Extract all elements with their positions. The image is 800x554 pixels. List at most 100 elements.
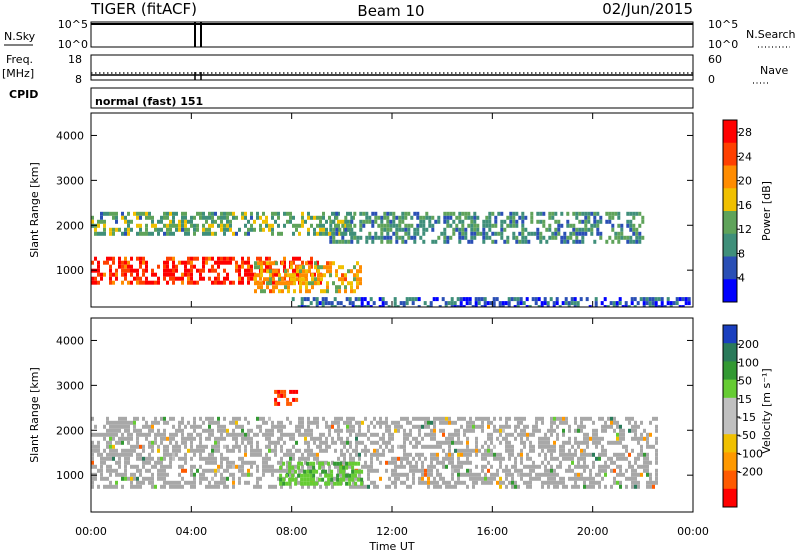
data-cell <box>133 424 136 429</box>
data-cell <box>337 428 340 433</box>
data-cell <box>124 472 127 477</box>
data-cell <box>169 464 172 469</box>
x-tick-label: 16:00 <box>476 525 508 538</box>
data-cell <box>488 227 492 232</box>
data-cell <box>332 239 336 244</box>
data-cell <box>430 468 433 473</box>
data-cell <box>622 436 625 441</box>
data-cell <box>466 468 469 473</box>
data-cell <box>127 268 130 273</box>
data-cell <box>199 215 202 220</box>
data-cell <box>289 452 292 457</box>
data-cell <box>160 456 163 461</box>
data-cell <box>521 227 525 232</box>
data-cell <box>317 269 320 274</box>
data-cell <box>121 260 124 265</box>
data-cell <box>262 472 265 477</box>
data-cell <box>439 444 442 449</box>
data-cell <box>346 420 349 425</box>
data-cell <box>157 448 160 453</box>
data-cell <box>320 273 323 278</box>
data-cell <box>574 448 577 453</box>
data-cell <box>361 432 364 437</box>
data-cell <box>419 235 423 240</box>
data-cell <box>556 424 559 429</box>
data-cell <box>646 484 649 489</box>
data-cell <box>193 215 196 220</box>
data-cell <box>557 231 561 236</box>
data-cell <box>350 227 354 232</box>
data-cell <box>430 480 433 485</box>
data-cell <box>460 440 463 445</box>
data-cell <box>163 276 166 281</box>
data-cell <box>247 436 250 441</box>
data-cell <box>344 289 347 294</box>
data-cell <box>472 448 475 453</box>
data-cell <box>250 211 253 216</box>
data-cell <box>466 460 469 465</box>
data-cell <box>634 456 637 461</box>
data-cell <box>332 235 336 240</box>
data-cell <box>115 468 118 473</box>
data-cell <box>205 476 208 481</box>
data-cell <box>456 297 460 302</box>
data-cell <box>559 476 562 481</box>
data-cell <box>433 480 436 485</box>
data-cell <box>434 239 438 244</box>
data-cell <box>241 436 244 441</box>
data-cell <box>456 305 460 307</box>
data-cell <box>266 277 269 282</box>
data-cell <box>178 276 181 281</box>
data-cell <box>446 223 450 228</box>
data-cell <box>127 223 130 228</box>
data-cell <box>622 452 625 457</box>
data-cell <box>223 260 226 265</box>
data-cell <box>660 301 664 306</box>
data-cell <box>306 305 310 307</box>
data-cell <box>436 416 439 421</box>
data-cell <box>495 297 499 302</box>
data-cell <box>169 480 172 485</box>
data-cell <box>266 281 269 286</box>
data-cell <box>226 484 229 489</box>
data-cell <box>442 428 445 433</box>
data-cell <box>297 473 301 478</box>
data-cell <box>514 456 517 461</box>
data-cell <box>581 211 585 216</box>
data-cell <box>202 256 205 261</box>
data-cell <box>112 256 115 261</box>
data-cell <box>413 239 417 244</box>
data-cell <box>538 444 541 449</box>
data-cell <box>342 465 346 470</box>
data-cell <box>488 215 492 220</box>
data-cell <box>550 432 553 437</box>
data-cell <box>205 444 208 449</box>
data-cell <box>300 473 304 478</box>
data-cell <box>412 444 415 449</box>
data-cell <box>112 280 115 285</box>
data-cell <box>505 472 508 477</box>
data-cell <box>256 452 259 457</box>
data-cell <box>625 444 628 449</box>
data-cell <box>655 452 658 457</box>
data-cell <box>598 436 601 441</box>
data-cell <box>521 239 525 244</box>
data-cell <box>226 276 229 281</box>
data-cell <box>315 481 319 486</box>
data-cell <box>631 428 634 433</box>
data-cell <box>364 432 367 437</box>
data-cell <box>654 305 658 307</box>
data-cell <box>687 297 691 302</box>
data-cell <box>422 239 426 244</box>
data-cell <box>238 464 241 469</box>
data-cell <box>556 484 559 489</box>
data-cell <box>193 480 196 485</box>
data-cell <box>91 276 94 281</box>
data-cell <box>157 280 160 285</box>
data-cell <box>299 289 302 294</box>
data-cell <box>94 464 97 469</box>
data-cell <box>516 305 520 307</box>
data-cell <box>268 416 271 421</box>
data-cell <box>321 469 325 474</box>
data-cell <box>313 416 316 421</box>
